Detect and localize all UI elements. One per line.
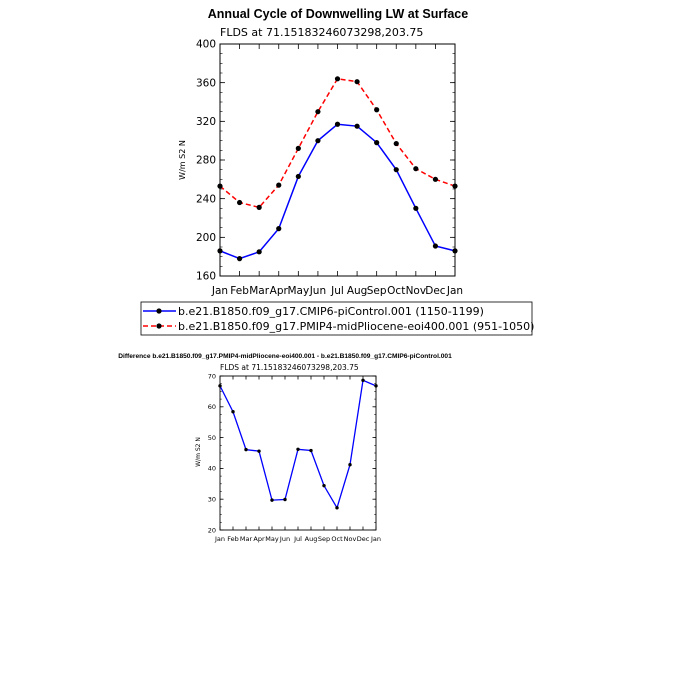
x-tick-label: Feb bbox=[227, 535, 239, 543]
x-tick-label: Feb bbox=[230, 285, 249, 297]
data-point bbox=[393, 167, 399, 173]
data-point bbox=[413, 166, 419, 172]
x-tick-label: Mar bbox=[240, 535, 253, 543]
data-point bbox=[218, 384, 222, 388]
data-point bbox=[374, 107, 380, 113]
series-line-0 bbox=[219, 379, 377, 510]
data-point bbox=[283, 497, 287, 502]
legend-marker-control bbox=[156, 308, 162, 314]
x-tick-label: Jul bbox=[330, 285, 344, 297]
legend-label-pliocene: b.e21.B1850.f09_g17.PMIP4-midPliocene-eo… bbox=[178, 320, 534, 333]
y-tick-label: 30 bbox=[208, 495, 216, 503]
legend: b.e21.B1850.f09_g17.CMIP6-piControl.001 … bbox=[140, 301, 534, 336]
data-point bbox=[335, 506, 339, 510]
chart-title: Annual Cycle of Downwelling LW at Surfac… bbox=[208, 7, 468, 21]
data-point bbox=[231, 410, 235, 414]
data-point bbox=[374, 384, 378, 388]
data-point bbox=[354, 79, 360, 85]
x-tick-label: Oct bbox=[387, 285, 405, 297]
series-line-1 bbox=[219, 77, 456, 209]
data-point bbox=[276, 182, 282, 188]
y-tick-label: 320 bbox=[196, 116, 216, 128]
data-point bbox=[244, 447, 248, 452]
data-point bbox=[452, 248, 458, 254]
y-tick-label: 240 bbox=[196, 193, 216, 205]
y-tick-label: 50 bbox=[208, 434, 216, 442]
x-tick-label: Jun bbox=[309, 285, 326, 297]
x-tick-label: Nov bbox=[406, 285, 427, 297]
difference-plot-area: Jan Feb Mar Apr May Jun Jul Aug Sep Oct Nov Dec Jan2… bbox=[208, 372, 381, 543]
data-point bbox=[296, 447, 300, 452]
x-tick-label: Jan bbox=[214, 535, 225, 543]
data-point bbox=[217, 248, 223, 254]
x-tick-label: May bbox=[265, 535, 279, 543]
y-tick-label: 400 bbox=[196, 39, 216, 51]
data-point bbox=[413, 205, 419, 211]
data-point bbox=[322, 483, 326, 488]
legend-label-control: b.e21.B1850.f09_g17.CMIP6-piControl.001 … bbox=[178, 305, 484, 318]
data-point bbox=[348, 463, 352, 467]
data-point bbox=[295, 145, 301, 151]
x-tick-label: Dec bbox=[425, 285, 446, 297]
data-point bbox=[334, 121, 341, 127]
x-tick-label: Mar bbox=[249, 285, 269, 297]
y-tick-label: 200 bbox=[196, 232, 216, 244]
data-point bbox=[295, 173, 301, 180]
data-point bbox=[452, 183, 458, 189]
x-tick-label: Jan bbox=[370, 535, 381, 543]
data-point bbox=[236, 256, 243, 262]
data-point bbox=[270, 498, 274, 502]
x-tick-label: Oct bbox=[331, 535, 343, 543]
annual-cycle-chart: Annual Cycle of Downwelling LW at Surfac… bbox=[178, 7, 468, 297]
data-point bbox=[256, 249, 262, 255]
data-point bbox=[257, 449, 261, 453]
x-tick-label: Sep bbox=[367, 285, 387, 297]
data-point bbox=[393, 140, 399, 147]
chart-subtitle: FLDS at 71.15183246073298,203.75 bbox=[220, 26, 423, 39]
x-tick-label: Dec bbox=[357, 535, 370, 543]
x-tick-label: Aug bbox=[305, 535, 318, 543]
x-tick-label: Sep bbox=[318, 535, 330, 543]
data-point bbox=[309, 448, 313, 453]
legend-box bbox=[140, 301, 533, 336]
data-point bbox=[334, 76, 341, 82]
y-tick-label: 360 bbox=[196, 77, 216, 89]
data-point bbox=[276, 226, 282, 232]
x-tick-label: Jul bbox=[293, 535, 302, 543]
data-point bbox=[315, 138, 321, 144]
plot-frame bbox=[219, 375, 377, 531]
x-tick-label: Jan bbox=[211, 285, 228, 297]
data-point bbox=[432, 176, 439, 182]
plot-area: Jan Feb Mar Apr May Jun Jul Aug Sep Oct Nov Dec Jan1… bbox=[196, 39, 463, 297]
y-axis-label: W/m S2 N bbox=[178, 140, 187, 180]
y-tick-label: 160 bbox=[196, 271, 216, 283]
difference-chart: Difference b.e21.B1850.f09_g17.PMIP4-mid… bbox=[118, 353, 452, 543]
x-tick-label: Jun bbox=[279, 535, 290, 543]
series-line-0 bbox=[219, 123, 456, 260]
y-tick-label: 40 bbox=[208, 465, 216, 473]
x-tick-label: May bbox=[287, 285, 309, 297]
x-tick-label: Apr bbox=[253, 535, 265, 543]
data-point bbox=[236, 199, 243, 206]
y-tick-label: 60 bbox=[208, 403, 216, 411]
data-point bbox=[432, 243, 439, 249]
y-tick-label: 20 bbox=[208, 526, 216, 534]
difference-y-axis-label: W/m S2 N bbox=[195, 437, 202, 467]
y-tick-label: 280 bbox=[196, 155, 216, 167]
legend-marker-pliocene bbox=[156, 323, 162, 329]
x-tick-label: Nov bbox=[344, 535, 357, 543]
data-point bbox=[354, 123, 360, 129]
x-tick-label: Jan bbox=[446, 285, 463, 297]
x-tick-label: Aug bbox=[347, 285, 368, 297]
difference-title: Difference b.e21.B1850.f09_g17.PMIP4-mid… bbox=[118, 353, 452, 360]
y-tick-label: 70 bbox=[208, 372, 216, 380]
data-point bbox=[374, 140, 380, 146]
data-point bbox=[361, 378, 365, 383]
difference-subtitle: FLDS at 71.15183246073298,203.75 bbox=[220, 363, 359, 372]
x-tick-label: Apr bbox=[270, 285, 289, 297]
data-point bbox=[315, 109, 321, 115]
data-point bbox=[256, 204, 262, 210]
data-point bbox=[217, 183, 223, 189]
